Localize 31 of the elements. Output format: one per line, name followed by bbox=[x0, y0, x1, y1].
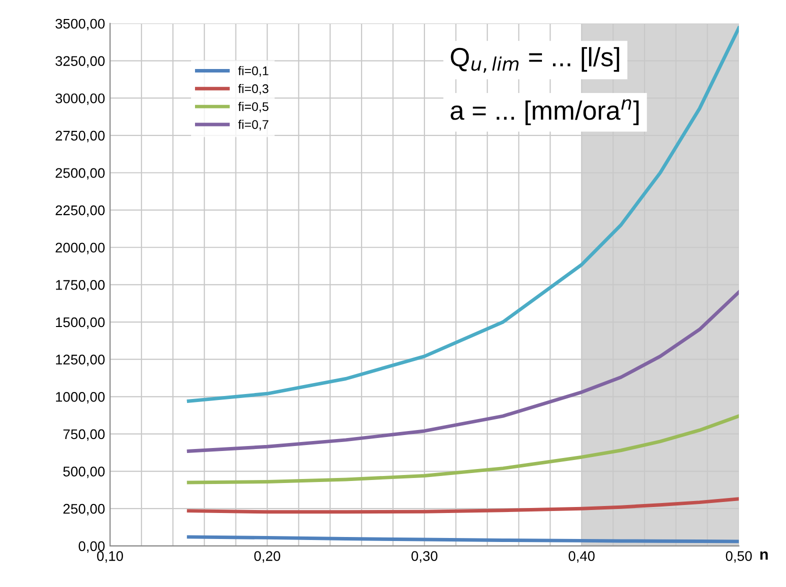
x-tick-label: 0,30 bbox=[411, 551, 438, 563]
x-tick-label: 0,20 bbox=[254, 551, 280, 563]
y-tick-label: 2000,00 bbox=[56, 242, 105, 254]
x-axis-title: n bbox=[760, 551, 768, 560]
annotation: a = ... [mm/ora$^{n}$] bbox=[450, 99, 639, 126]
annotation: Q$_{u,lim}$ = ... [l/s] bbox=[450, 47, 620, 73]
y-tick-label: 3000,00 bbox=[56, 93, 105, 105]
y-tick-label: 250,00 bbox=[63, 504, 105, 516]
y-tick-label: 3250,00 bbox=[56, 56, 105, 68]
y-tick-label: 3500,00 bbox=[56, 18, 105, 30]
y-tick-label: 500,00 bbox=[63, 466, 105, 478]
y-tick-label: 750,00 bbox=[63, 429, 105, 441]
y-tick-label: 0,00 bbox=[78, 541, 105, 553]
legend-label: fi=0,1 bbox=[238, 66, 268, 77]
y-tick-label: 1250,00 bbox=[56, 354, 105, 366]
x-tick-label: 0,10 bbox=[97, 551, 124, 563]
legend-label: fi=0,7 bbox=[238, 120, 268, 130]
y-tick-label: 2500,00 bbox=[56, 168, 105, 180]
line-series bbox=[186, 26, 739, 403]
line-series bbox=[186, 497, 739, 514]
y-tick-label: 2250,00 bbox=[56, 205, 105, 217]
y-tick-label: 1750,00 bbox=[56, 280, 105, 292]
y-tick-label: 1500,00 bbox=[56, 317, 105, 329]
x-tick-label: 0,50 bbox=[726, 551, 752, 563]
y-tick-label: 1000,00 bbox=[56, 392, 105, 404]
x-tick-label: 0,40 bbox=[568, 551, 595, 563]
legend-label: fi=0,3 bbox=[238, 84, 268, 95]
line-series bbox=[186, 414, 739, 484]
y-tick-label: 2750,00 bbox=[56, 130, 105, 142]
legend-label: fi=0,5 bbox=[238, 102, 268, 113]
line-series bbox=[186, 290, 739, 453]
